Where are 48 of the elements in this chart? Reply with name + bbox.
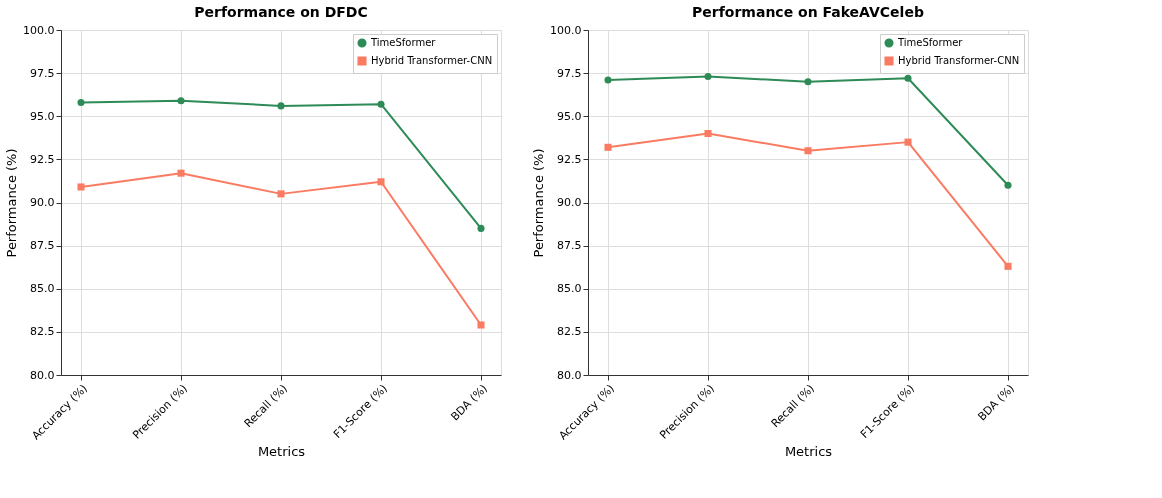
y-tick-label: 87.5 bbox=[30, 239, 55, 253]
point bbox=[177, 169, 185, 177]
point bbox=[277, 102, 285, 110]
legend-label: Hybrid Transformer-CNN bbox=[898, 55, 1020, 66]
y-tick-label: 87.5 bbox=[557, 239, 582, 253]
point bbox=[704, 129, 712, 138]
y-tick-label: 97.5 bbox=[30, 66, 55, 80]
point bbox=[604, 76, 612, 84]
legend-label: TimeSformer bbox=[897, 37, 964, 48]
y-tick-label: 90.0 bbox=[557, 196, 582, 209]
point bbox=[477, 321, 485, 329]
point bbox=[604, 143, 612, 151]
y-tick-label: 80.0 bbox=[30, 368, 55, 382]
chart-title: Performance on FakeAVCeleb bbox=[692, 4, 924, 20]
legend-label: TimeSformer bbox=[370, 37, 437, 48]
y-tick-label: 95.0 bbox=[557, 109, 582, 123]
point bbox=[177, 97, 185, 105]
point bbox=[904, 74, 912, 82]
point bbox=[377, 100, 385, 108]
y-tick-label: 82.5 bbox=[557, 325, 582, 339]
point bbox=[77, 98, 85, 106]
point bbox=[1004, 181, 1012, 189]
y-tick-label: 85.0 bbox=[557, 282, 582, 296]
legend-label: Hybrid Transformer-CNN bbox=[371, 55, 493, 66]
point bbox=[804, 147, 812, 155]
point bbox=[277, 190, 285, 198]
y-axis-title: Performance (%) bbox=[4, 148, 20, 258]
point bbox=[904, 138, 912, 146]
chart-title: Performance on DFDC bbox=[194, 4, 368, 20]
point bbox=[804, 78, 812, 86]
y-tick-label: 80.0 bbox=[557, 368, 582, 382]
y-tick-label: 100.0 bbox=[550, 23, 582, 37]
point bbox=[1004, 262, 1012, 270]
x-axis-title: Metrics bbox=[257, 443, 306, 459]
y-tick-label: 92.5 bbox=[557, 152, 582, 166]
point bbox=[704, 73, 712, 81]
y-tick-label: 85.0 bbox=[30, 282, 55, 296]
point bbox=[377, 178, 385, 186]
y-tick-label: 100.0 bbox=[23, 23, 55, 37]
y-axis-title: Performance (%) bbox=[531, 148, 547, 258]
y-tick-label: 97.5 bbox=[557, 66, 582, 80]
y-tick-label: 92.5 bbox=[30, 152, 55, 166]
point bbox=[477, 224, 485, 232]
point bbox=[77, 183, 85, 191]
y-tick-label: 90.0 bbox=[30, 196, 55, 209]
x-axis-title: Metrics bbox=[784, 443, 833, 459]
y-tick-label: 95.0 bbox=[30, 109, 55, 123]
y-tick-label: 82.5 bbox=[30, 325, 55, 339]
